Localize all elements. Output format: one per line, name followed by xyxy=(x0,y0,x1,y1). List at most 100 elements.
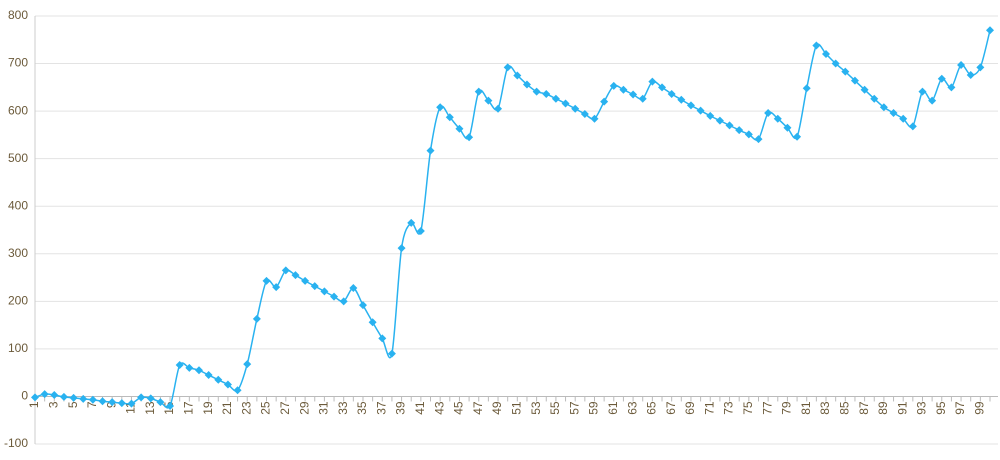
marker xyxy=(108,398,117,407)
marker xyxy=(590,114,599,123)
marker xyxy=(629,90,638,99)
marker xyxy=(474,87,483,96)
x-tick-label: 5 xyxy=(66,401,80,408)
marker xyxy=(445,113,454,122)
x-tick-label: 59 xyxy=(587,401,601,415)
marker xyxy=(455,124,464,133)
x-tick-label: 47 xyxy=(471,401,485,415)
marker xyxy=(735,126,744,135)
marker xyxy=(706,111,715,120)
marker xyxy=(194,366,203,375)
x-tick-label: 55 xyxy=(548,401,562,415)
marker xyxy=(947,83,956,92)
marker xyxy=(185,363,194,372)
marker xyxy=(330,292,339,301)
x-tick-label: 93 xyxy=(915,401,929,415)
marker xyxy=(600,97,609,106)
x-tick-label: 63 xyxy=(625,401,639,415)
marker xyxy=(484,96,493,105)
marker xyxy=(966,70,975,79)
marker xyxy=(686,101,695,110)
marker xyxy=(783,123,792,132)
marker xyxy=(744,130,753,139)
x-tick-label: 41 xyxy=(413,401,427,415)
marker xyxy=(426,146,435,155)
x-tick-label: 91 xyxy=(895,401,909,415)
marker xyxy=(204,371,213,380)
marker xyxy=(166,401,175,410)
marker xyxy=(609,81,618,90)
x-tick-label: 83 xyxy=(818,401,832,415)
marker xyxy=(387,349,396,358)
x-tick-label: 67 xyxy=(664,401,678,415)
line xyxy=(34,30,991,409)
marker xyxy=(79,394,88,403)
x-tick-label: 87 xyxy=(857,401,871,415)
marker xyxy=(320,287,329,296)
marker xyxy=(899,114,908,123)
x-tick-label: 39 xyxy=(394,401,408,415)
marker xyxy=(407,218,416,227)
marker xyxy=(551,94,560,103)
x-tick-label: 7 xyxy=(85,401,99,408)
x-tick-label: 19 xyxy=(201,401,215,415)
marker xyxy=(465,133,474,142)
marker xyxy=(378,334,387,343)
marker xyxy=(31,393,39,402)
marker xyxy=(850,76,859,85)
marker xyxy=(957,60,966,69)
marker xyxy=(214,375,223,384)
marker xyxy=(831,59,840,68)
marker xyxy=(542,89,551,98)
x-tick-label: 71 xyxy=(702,401,716,415)
marker xyxy=(561,99,570,108)
marker xyxy=(879,103,888,112)
x-tick-label: 43 xyxy=(432,401,446,415)
marker xyxy=(802,84,811,93)
x-tick-label: 13 xyxy=(143,401,157,415)
marker xyxy=(513,71,522,80)
x-tick-label: 23 xyxy=(239,401,253,415)
marker xyxy=(252,314,261,323)
marker xyxy=(416,226,425,235)
x-tick-label: 69 xyxy=(683,401,697,415)
marker xyxy=(648,77,657,86)
marker xyxy=(503,63,512,72)
x-tick-label: 3 xyxy=(46,401,60,408)
marker xyxy=(841,67,850,76)
marker xyxy=(908,122,917,131)
y-tick-label: 800 xyxy=(8,8,28,22)
marker xyxy=(494,104,503,113)
marker xyxy=(773,114,782,123)
x-tick-label: 57 xyxy=(567,401,581,415)
y-tick-label: 200 xyxy=(8,294,28,308)
marker xyxy=(937,74,946,83)
marker xyxy=(754,135,763,144)
marker xyxy=(793,132,802,141)
y-tick-label: 0 xyxy=(21,389,28,403)
x-tick-label: 73 xyxy=(722,401,736,415)
marker xyxy=(368,318,377,327)
x-tick-label: 75 xyxy=(741,401,755,415)
marker xyxy=(436,103,445,112)
marker xyxy=(175,361,184,370)
marker xyxy=(349,284,358,293)
marker xyxy=(40,390,49,399)
x-tick-label: 65 xyxy=(645,401,659,415)
x-tick-label: 31 xyxy=(317,401,331,415)
marker xyxy=(696,106,705,115)
x-tick-label: 51 xyxy=(509,401,523,415)
marker xyxy=(976,63,985,72)
x-tick-label: 81 xyxy=(799,401,813,415)
x-tick-label: 35 xyxy=(355,401,369,415)
marker xyxy=(571,104,580,113)
x-tick-label: 77 xyxy=(760,401,774,415)
marker xyxy=(88,395,97,404)
marker xyxy=(860,85,869,94)
y-tick-label: 300 xyxy=(8,246,28,260)
marker xyxy=(715,116,724,125)
x-tick-label: 45 xyxy=(452,401,466,415)
marker xyxy=(59,392,68,401)
x-tick-label: 17 xyxy=(182,401,196,415)
marker xyxy=(146,394,155,403)
